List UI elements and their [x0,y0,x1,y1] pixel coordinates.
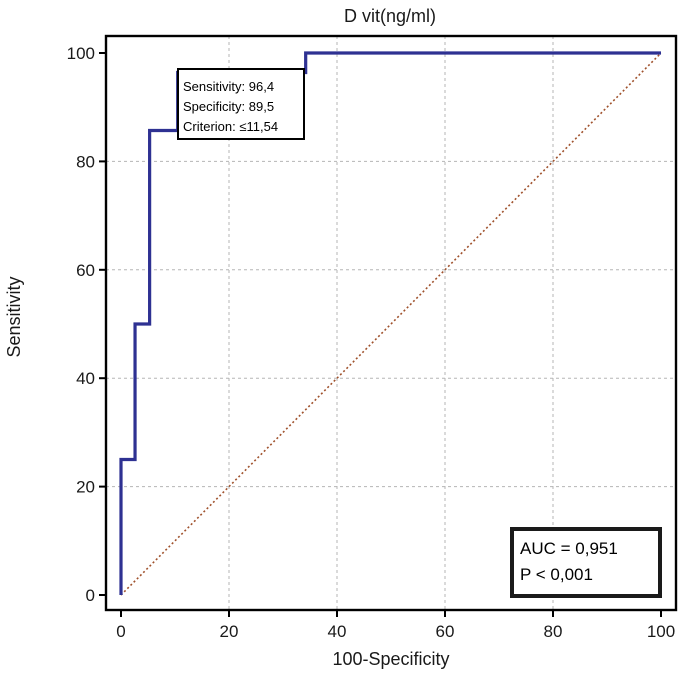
y-tick-label: 40 [76,369,95,388]
criterion-sensitivity: Sensitivity: 96,4 [183,79,274,94]
criterion-value: Criterion: ≤11,54 [183,119,278,134]
reference-line [120,52,662,596]
auc-value: AUC = 0,951 [520,539,618,558]
criterion-box: Sensitivity: 96,4 Specificity: 89,5 Crit… [177,68,305,140]
x-tick-label: 80 [544,622,563,641]
grid-lines [106,36,676,610]
p-value: P < 0,001 [520,565,593,584]
y-tick-label: 60 [76,261,95,280]
x-tick-label: 40 [328,622,347,641]
x-axis-title: 100-Specificity [332,649,449,669]
x-tick-label: 0 [116,622,125,641]
y-tick-label: 0 [86,586,95,605]
roc-curve [119,51,661,595]
x-axis-ticks: 0 20 40 60 80 100 [116,610,675,641]
y-tick-label: 100 [67,44,95,63]
y-axis-title: Sensitivity [4,276,24,357]
auc-box: AUC = 0,951 P < 0,001 [510,527,662,598]
criterion-specificity: Specificity: 89,5 [183,99,274,114]
chart-title: D vit(ng/ml) [344,6,436,26]
y-tick-label: 80 [76,152,95,171]
x-tick-label: 60 [436,622,455,641]
x-tick-label: 20 [220,622,239,641]
plot-frame [104,34,678,612]
y-tick-label: 20 [76,478,95,497]
y-axis-ticks: 0 20 40 60 80 100 [67,44,106,605]
x-tick-label: 100 [647,622,675,641]
